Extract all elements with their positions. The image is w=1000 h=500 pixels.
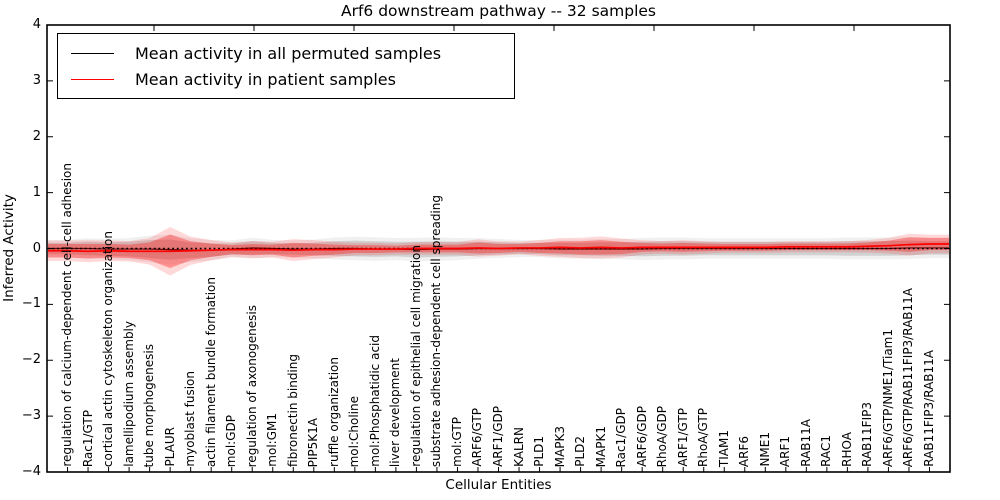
x-tick-label: RhoA/GDP bbox=[655, 405, 670, 467]
x-tick-label: ruffle organization bbox=[326, 357, 341, 467]
y-tick-label: 2 bbox=[32, 128, 41, 144]
y-tick-label: −3 bbox=[21, 408, 41, 424]
x-tick-label: mol:GDP bbox=[224, 414, 239, 467]
x-tick-label: TIAM1 bbox=[716, 429, 731, 467]
x-tick-label: tube morphogenesis bbox=[142, 343, 157, 467]
x-tick-label: PLD1 bbox=[532, 436, 547, 467]
y-tick-label: −2 bbox=[21, 352, 41, 368]
red-line-sample-icon bbox=[71, 78, 114, 80]
permuted-band-outer bbox=[48, 234, 949, 265]
x-tick-label: regulation of epithelial cell migration bbox=[408, 245, 423, 467]
x-tick-label: RAC1 bbox=[819, 435, 834, 467]
y-tick-label: −1 bbox=[21, 296, 41, 312]
x-tick-label: ARF6/GTP bbox=[470, 408, 485, 467]
x-tick-label: mol:Choline bbox=[347, 395, 362, 467]
x-tick-label: lamellipodium assembly bbox=[121, 321, 136, 467]
x-tick-label: PIP5K1A bbox=[306, 417, 321, 467]
x-tick-label: RAB11A bbox=[798, 419, 813, 467]
permuted-band bbox=[48, 239, 949, 260]
x-tick-label: MAPK1 bbox=[593, 425, 608, 467]
x-tick-label: NME1 bbox=[757, 432, 772, 467]
x-tick-label: mol:GTP bbox=[449, 417, 464, 467]
x-tick-label: Rac1/GTP bbox=[80, 409, 95, 467]
x-tick-label: RAB11FIP3/RAB11A bbox=[921, 350, 936, 467]
legend-item-patient: Mean activity in patient samples bbox=[71, 66, 510, 92]
chart-title: Arf6 downstream pathway -- 32 samples bbox=[341, 2, 656, 20]
x-tick-label: RhoA/GTP bbox=[696, 408, 711, 467]
y-tick-label: −4 bbox=[21, 464, 41, 479]
x-tick-label: PLAUR bbox=[162, 427, 177, 467]
x-tick-label: Rac1/GDP bbox=[614, 407, 629, 467]
legend-label-permuted: Mean activity in all permuted samples bbox=[135, 43, 442, 63]
x-tick-label: KALRN bbox=[511, 427, 526, 467]
x-tick-label: mol:Phosphatidic acid bbox=[367, 335, 382, 467]
x-tick-label: regulation of axonogenesis bbox=[244, 304, 259, 467]
x-tick-label: MAPK3 bbox=[552, 425, 567, 467]
patient-band bbox=[48, 234, 949, 269]
x-tick-label: cortical actin cytoskeleton organization bbox=[101, 230, 116, 467]
x-tick-label: ARF1/GTP bbox=[675, 408, 690, 467]
legend: Mean activity in all permuted samples Me… bbox=[57, 33, 515, 99]
x-tick-label: substrate adhesion-dependent cell spread… bbox=[429, 194, 444, 467]
x-tick-label: mol:GM1 bbox=[265, 413, 280, 467]
x-tick-label: PLD2 bbox=[573, 436, 588, 467]
x-tick-label: ARF1 bbox=[778, 435, 793, 467]
x-tick-label: myoblast fusion bbox=[183, 371, 198, 467]
patient-band-outer bbox=[48, 226, 949, 276]
y-tick-label: 0 bbox=[32, 240, 41, 256]
x-tick-label: ARF6/GDP bbox=[634, 406, 649, 467]
y-tick-label: 1 bbox=[32, 184, 41, 200]
legend-item-permuted: Mean activity in all permuted samples bbox=[71, 40, 510, 66]
x-tick-label: ARF6/GTP/RAB11FIP3/RAB11A bbox=[901, 287, 916, 467]
x-tick-label: fibronectin binding bbox=[285, 354, 300, 467]
x-tick-label: RHOA bbox=[839, 432, 854, 467]
x-tick-label: ARF6/GTP/NME1/Tiam1 bbox=[880, 328, 895, 467]
x-tick-label: ARF1/GDP bbox=[491, 406, 505, 467]
x-tick-label: regulation of calcium-dependent cell-cel… bbox=[60, 163, 75, 467]
patient-mean-line bbox=[48, 243, 949, 253]
x-axis-title: Cellular Entities bbox=[445, 477, 552, 493]
black-line-sample-icon bbox=[71, 52, 114, 54]
legend-label-patient: Mean activity in patient samples bbox=[135, 69, 396, 89]
x-tick-label: ARF6 bbox=[737, 435, 752, 467]
x-tick-label: RAB11FIP3 bbox=[860, 402, 875, 467]
y-tick-label: 4 bbox=[32, 17, 41, 32]
y-tick-label: 3 bbox=[32, 72, 41, 88]
x-tick-label: liver development bbox=[388, 357, 403, 467]
x-tick-label: actin filament bundle formation bbox=[203, 276, 218, 467]
